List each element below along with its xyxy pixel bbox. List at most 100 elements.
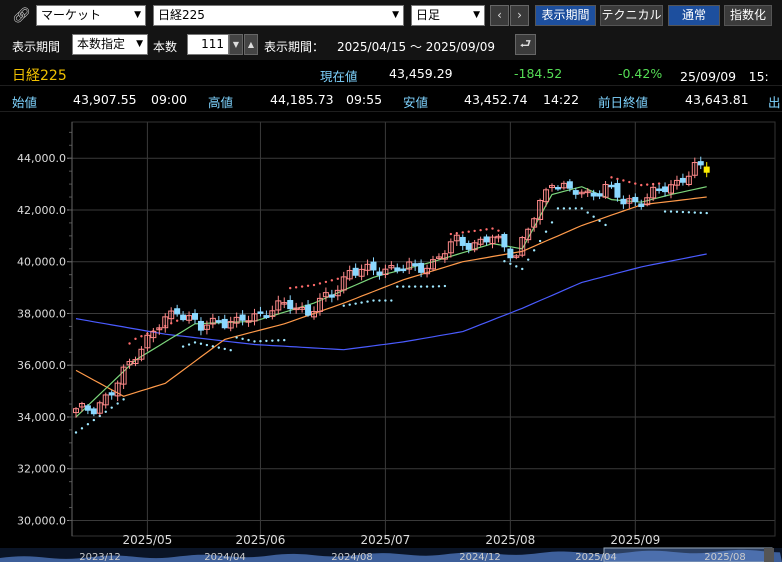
ma-short-line (75, 186, 707, 418)
sar-dot (544, 230, 548, 233)
candle-body (227, 321, 234, 329)
y-tick-label: 44,000.0 (17, 152, 66, 165)
sar-dot (521, 267, 524, 271)
candles (73, 156, 710, 418)
price-chart[interactable]: 44,000.0 42,000.0 40,000.0 38,000.0 36,000.0… (0, 112, 782, 562)
sar-dot (640, 183, 643, 187)
candle-body (531, 218, 538, 228)
candle-body (168, 310, 175, 320)
candle-body (477, 238, 484, 245)
candle-body (560, 182, 567, 189)
candle-body (269, 310, 276, 317)
candle-body (186, 315, 193, 321)
sar-dot (556, 207, 560, 210)
candle-body (620, 198, 627, 205)
sar-dot (205, 343, 209, 347)
candle-body (358, 268, 365, 277)
count-decrement-button[interactable]: ▼ (229, 34, 243, 55)
chevron-down-icon: ▼ (473, 10, 480, 20)
candle-body (209, 317, 216, 325)
sar-dot (693, 211, 696, 214)
candle-body (299, 307, 306, 310)
high-label: 高値 (208, 95, 234, 110)
sar-dot (461, 231, 464, 234)
candle-body (507, 248, 514, 259)
link-icon[interactable]: 🔗︎ (12, 6, 32, 24)
sar-dot (574, 207, 577, 210)
sar-dot (396, 285, 399, 288)
main-toolbar: 🔗︎ マーケット ▼ 日経225 ▼ 日足 ▼ ‹ › 表示期間 テクニカル 通… (0, 0, 782, 30)
technical-button[interactable]: テクニカル (600, 5, 663, 26)
count-increment-button[interactable]: ▲ (244, 34, 258, 55)
candle-body (412, 263, 419, 267)
candle-body (543, 189, 550, 203)
candle-body (483, 236, 490, 243)
display-period-button[interactable]: 表示期間 (535, 5, 596, 26)
sar-dot (199, 342, 203, 345)
candle-body (364, 263, 371, 271)
prev-button[interactable]: ‹ (490, 5, 509, 26)
sar-dot (277, 339, 280, 342)
sar-dot (247, 338, 250, 342)
low-time: 14:22 (543, 92, 580, 107)
y-tick-label: 30,000.0 (17, 514, 66, 527)
candle-body (525, 228, 532, 241)
navigator-label: 2025/04 (575, 552, 617, 562)
symbol-select[interactable]: 日経225 ▼ (153, 5, 404, 26)
candle-body (370, 261, 377, 271)
sar-dot (170, 322, 173, 325)
candle-body (305, 304, 312, 316)
candle-body (316, 297, 323, 312)
y-tick-label: 36,000.0 (17, 359, 66, 372)
candle-body (471, 242, 478, 251)
candle-body (352, 267, 359, 276)
sar-dot (378, 299, 381, 302)
candle-body (435, 256, 442, 259)
chevron-left-icon: ‹ (497, 8, 502, 22)
prev-close-value: 43,643.81 (685, 92, 749, 107)
y-tick-label: 32,000.0 (17, 463, 66, 476)
sar-dot (128, 342, 131, 345)
candle-body (519, 237, 526, 256)
sar-dot (598, 219, 601, 223)
market-select[interactable]: マーケット ▼ (36, 5, 146, 26)
candle-body (489, 236, 496, 245)
sar-dot (229, 349, 232, 352)
sar-dot (110, 406, 113, 409)
count-input[interactable]: 111 (187, 34, 229, 55)
sar-dot (211, 345, 215, 348)
sar-dot (473, 229, 476, 233)
sar-dot (300, 285, 304, 288)
sar-dot (449, 232, 453, 236)
x-tick-label: 2025/09 (610, 533, 660, 547)
sar-dot (646, 183, 649, 186)
candle-body (400, 268, 407, 272)
candle-body (679, 177, 686, 183)
interval-select[interactable]: 日足 ▼ (411, 5, 485, 26)
parabolic-sar (74, 176, 708, 434)
candle-body (150, 330, 157, 339)
x-tick-label: 2025/05 (122, 533, 172, 547)
candle-body (162, 316, 169, 329)
period-label: 表示期間 (12, 40, 61, 54)
sar-dot (140, 335, 143, 338)
ma-mid-line (75, 196, 707, 397)
next-button[interactable]: › (510, 5, 529, 26)
candle-body (96, 402, 103, 414)
period-mode-select[interactable]: 本数指定 ▼ (72, 34, 148, 55)
sar-dot (74, 431, 78, 434)
candle-body (513, 255, 520, 258)
reload-button[interactable]: ⮐ (515, 34, 536, 55)
normal-button[interactable]: 通常 (668, 5, 720, 26)
navigator-label: 2024/08 (331, 552, 373, 562)
index-button[interactable]: 指数化 (724, 5, 772, 26)
sar-dot (265, 339, 268, 343)
open-label: 始値 (12, 95, 38, 110)
open-value: 43,907.55 (73, 92, 137, 107)
sar-dot (253, 340, 256, 343)
sar-dot (532, 249, 536, 252)
candle-body (703, 166, 710, 173)
candle-body (465, 242, 472, 250)
candle-body (388, 265, 395, 269)
sar-dot (271, 339, 274, 342)
